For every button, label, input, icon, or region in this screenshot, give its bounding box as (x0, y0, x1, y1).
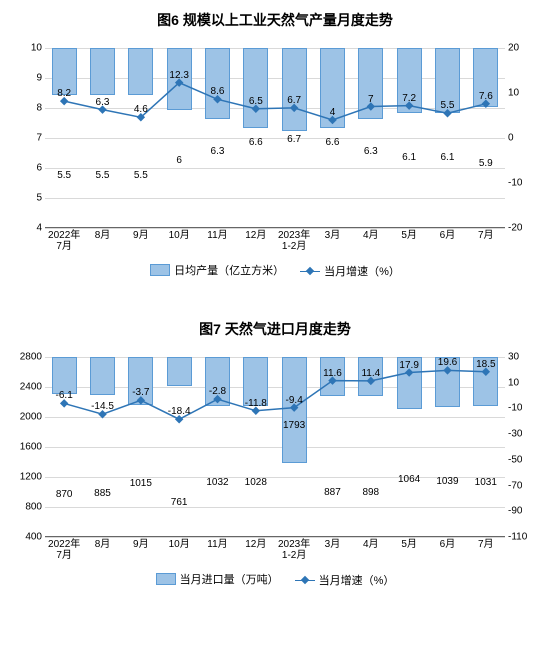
legend-swatch-bar (156, 573, 176, 585)
line-value-label: 4.6 (134, 104, 148, 115)
x-tick-label: 6月 (428, 539, 466, 561)
y-right-tick: -70 (508, 480, 522, 491)
legend-item-line: 当月增速（%） (295, 572, 395, 588)
y-right-tick: 0 (508, 133, 514, 144)
y-left-tick: 800 (10, 502, 42, 513)
y-right-tick: 20 (508, 43, 519, 54)
y-right-tick: 30 (508, 352, 519, 363)
y-left-tick: 4 (10, 223, 42, 234)
line-value-label: -18.4 (168, 406, 191, 417)
y-right-tick: -20 (508, 223, 522, 234)
legend: 日均产量（亿立方米） 当月增速（%） (10, 262, 540, 279)
y-left-tick: 1600 (10, 442, 42, 453)
x-tick-label: 3月 (313, 539, 351, 561)
gridline (45, 228, 505, 229)
x-tick-label: 5月 (390, 539, 428, 561)
line-value-label: 7.6 (479, 91, 493, 102)
legend-swatch-line (300, 266, 320, 276)
line-value-label: 6.7 (287, 95, 301, 106)
chart-title: 图7 天然气进口月度走势 (10, 319, 540, 339)
legend-label: 当月增速（%） (324, 263, 400, 279)
y-left-tick: 9 (10, 73, 42, 84)
y-right-tick: -10 (508, 178, 522, 189)
y-left-tick: 1200 (10, 472, 42, 483)
line-value-label: 5.5 (441, 100, 455, 111)
x-tick-label: 6月 (428, 230, 466, 252)
gridline (45, 537, 505, 538)
line-value-label: -6.1 (56, 390, 73, 401)
line-value-label: 7 (368, 93, 374, 104)
y-left-tick: 2400 (10, 382, 42, 393)
y-left-tick: 2800 (10, 352, 42, 363)
x-tick-label: 2023年 1-2月 (275, 539, 313, 561)
y-left-tick: 10 (10, 43, 42, 54)
y-left-tick: 5 (10, 193, 42, 204)
line-value-label: 6.5 (249, 96, 263, 107)
line-value-label: 19.6 (438, 357, 457, 368)
y-left-tick: 8 (10, 103, 42, 114)
line-value-label: 6.3 (96, 96, 110, 107)
line-value-label: 11.6 (323, 367, 342, 378)
line-value-label: -3.7 (132, 387, 149, 398)
line-value-label: 8.6 (211, 86, 225, 97)
y-left-tick: 2000 (10, 412, 42, 423)
line-value-label: 17.9 (399, 359, 418, 370)
x-tick-label: 10月 (160, 230, 198, 252)
legend-label: 日均产量（亿立方米） (174, 262, 284, 278)
legend-swatch-bar (150, 264, 170, 276)
x-tick-label: 7月 (467, 539, 505, 561)
x-tick-label: 11月 (198, 230, 236, 252)
y-right-tick: 10 (508, 88, 519, 99)
legend-item-bars: 日均产量（亿立方米） (150, 262, 284, 278)
x-tick-label: 4月 (352, 230, 390, 252)
line-series (45, 48, 505, 228)
x-tick-label: 7月 (467, 230, 505, 252)
x-tick-label: 2022年 7月 (45, 230, 83, 252)
line-value-label: -2.8 (209, 386, 226, 397)
y-right-tick: -90 (508, 506, 522, 517)
line-value-label: -11.8 (245, 398, 267, 409)
x-tick-label: 8月 (83, 230, 121, 252)
y-right-tick: -30 (508, 429, 522, 440)
legend-item-line: 当月增速（%） (300, 263, 400, 279)
x-tick-label: 8月 (83, 539, 121, 561)
y-left-tick: 6 (10, 163, 42, 174)
y-right-tick: -50 (508, 454, 522, 465)
line-value-label: 11.4 (361, 368, 380, 379)
legend-label: 当月增速（%） (319, 572, 395, 588)
line-value-label: -9.4 (286, 394, 303, 405)
line-value-label: 4 (330, 107, 336, 118)
x-tick-label: 12月 (237, 230, 275, 252)
x-tick-label: 11月 (198, 539, 236, 561)
y-left-tick: 400 (10, 532, 42, 543)
chart-title: 图6 规模以上工业天然气产量月度走势 (10, 10, 540, 30)
x-tick-label: 5月 (390, 230, 428, 252)
line-value-label: 18.5 (476, 359, 495, 370)
y-right-tick: -10 (508, 403, 522, 414)
x-tick-label: 2023年 1-2月 (275, 230, 313, 252)
line-value-label: 12.3 (169, 69, 188, 80)
line-series (45, 357, 505, 537)
x-tick-label: 9月 (122, 539, 160, 561)
x-tick-label: 9月 (122, 230, 160, 252)
x-tick-label: 2022年 7月 (45, 539, 83, 561)
x-tick-label: 4月 (352, 539, 390, 561)
x-tick-label: 10月 (160, 539, 198, 561)
chart: 图6 规模以上工业天然气产量月度走势5.55.55.566.36.66.76.6… (10, 10, 540, 279)
y-right-tick: -110 (508, 532, 527, 543)
line-value-label: 7.2 (402, 92, 416, 103)
legend-swatch-line (295, 575, 315, 585)
legend-label: 当月进口量（万吨） (180, 571, 279, 587)
legend: 当月进口量（万吨） 当月增速（%） (10, 571, 540, 588)
legend-item-bars: 当月进口量（万吨） (156, 571, 279, 587)
chart: 图7 天然气进口月度走势8708851015761103210281793887… (10, 319, 540, 588)
y-left-tick: 7 (10, 133, 42, 144)
line-value-label: 8.2 (57, 88, 71, 99)
x-tick-label: 3月 (313, 230, 351, 252)
line-value-label: -14.5 (91, 401, 114, 412)
y-right-tick: 10 (508, 377, 519, 388)
x-tick-label: 12月 (237, 539, 275, 561)
